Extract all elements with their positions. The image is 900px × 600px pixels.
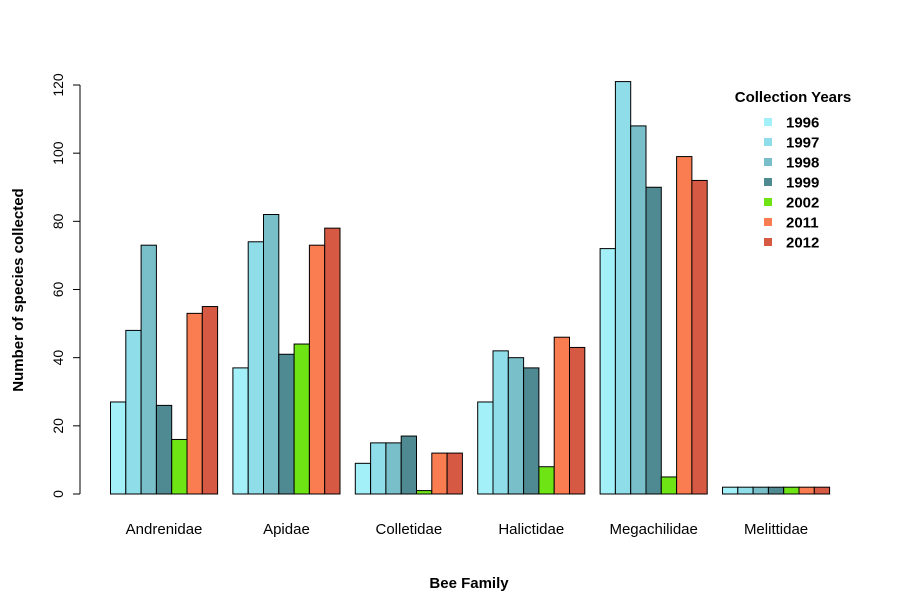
bar-halictidae-2012 (569, 346, 586, 495)
x-axis-title: Bee Family (429, 575, 509, 592)
bar-colletidae-1998 (385, 442, 402, 495)
bar-colletidae-1999 (400, 435, 418, 495)
y-tick-label: 0 (50, 490, 66, 498)
bar-andrenidae-2011 (186, 312, 203, 495)
y-tick-label: 20 (50, 418, 66, 434)
legend-title: Collection Years (735, 89, 851, 106)
bar-megachilidae-1998 (630, 125, 647, 495)
x-category-label: Melittidae (744, 521, 808, 538)
legend-label-2011: 2011 (786, 214, 819, 231)
legend-label-2002: 2002 (786, 194, 819, 211)
legend-swatch-1996 (764, 118, 772, 126)
legend-swatch-2011 (764, 218, 772, 226)
bar-megachilidae-2012 (691, 179, 708, 495)
y-axis-title: Number of species collected (10, 188, 27, 391)
x-category-label: Andrenidae (126, 521, 203, 538)
bar-apidae-1999 (278, 353, 295, 495)
bar-megachilidae-1999 (645, 186, 662, 495)
x-category-label: Colletidae (375, 521, 442, 538)
bar-halictidae-1999 (523, 367, 540, 495)
legend-label-1998: 1998 (786, 154, 819, 171)
bar-apidae-2002 (293, 343, 310, 495)
bar-melittidae-1998 (752, 486, 769, 495)
x-category-label: Halictidae (498, 521, 564, 538)
bar-andrenidae-2002 (171, 438, 188, 495)
bar-colletidae-2011 (431, 452, 448, 495)
bar-apidae-1998 (263, 214, 280, 495)
bar-megachilidae-2002 (660, 476, 678, 495)
bar-melittidae-1999 (767, 486, 785, 495)
x-category-label: Apidae (263, 521, 310, 538)
y-tick-label: 120 (50, 73, 66, 97)
legend-label-2012: 2012 (786, 234, 819, 251)
y-tick-label: 40 (50, 350, 66, 366)
y-tick-label: 80 (50, 213, 66, 229)
legend-label-1997: 1997 (786, 134, 819, 151)
bar-melittidae-2012 (813, 486, 831, 495)
bar-halictidae-1997 (492, 350, 509, 495)
bar-colletidae-2012 (446, 452, 463, 495)
bars (110, 81, 831, 495)
bar-colletidae-2002 (416, 490, 433, 495)
bar-melittidae-1997 (737, 486, 754, 495)
bar-andrenidae-2012 (201, 306, 219, 495)
bar-halictidae-2002 (538, 466, 555, 495)
bar-apidae-2011 (308, 244, 326, 495)
bar-andrenidae-1996 (110, 401, 127, 495)
bar-halictidae-1998 (507, 357, 525, 495)
bar-apidae-1996 (232, 367, 249, 495)
bar-megachilidae-1996 (599, 248, 616, 495)
bar-melittidae-2011 (798, 486, 815, 495)
legend: Collection Years 1996 1997 1998 1999 2002 201… (735, 89, 851, 251)
bar-halictidae-1996 (477, 401, 494, 495)
x-axis-labels: Andrenidae Apidae Colletidae Halictidae Mega… (126, 521, 808, 538)
bar-apidae-2012 (324, 227, 341, 495)
bar-melittidae-2002 (783, 486, 800, 495)
legend-swatch-1999 (764, 178, 772, 186)
bar-melittidae-1996 (722, 486, 739, 495)
y-tick-label: 100 (50, 141, 66, 165)
legend-swatch-2012 (764, 238, 772, 246)
legend-swatch-1998 (764, 158, 772, 166)
bar-andrenidae-1998 (140, 244, 157, 495)
legend-label-1999: 1999 (786, 174, 819, 191)
y-tick-label: 60 (50, 282, 66, 298)
legend-swatch-1997 (764, 138, 772, 146)
bar-colletidae-1997 (370, 442, 387, 495)
y-axis: 0 20 40 60 80 100 120 (50, 73, 81, 498)
x-category-label: Megachilidae (609, 521, 697, 538)
bar-colletidae-1996 (354, 462, 372, 495)
bar-andrenidae-1997 (125, 329, 142, 495)
bar-andrenidae-1999 (155, 404, 173, 495)
bar-megachilidae-1997 (614, 81, 632, 495)
bar-apidae-1997 (247, 241, 264, 495)
legend-label-1996: 1996 (786, 114, 819, 131)
bar-megachilidae-2011 (676, 156, 693, 495)
bar-halictidae-2011 (553, 336, 571, 495)
legend-swatch-2002 (764, 198, 772, 206)
